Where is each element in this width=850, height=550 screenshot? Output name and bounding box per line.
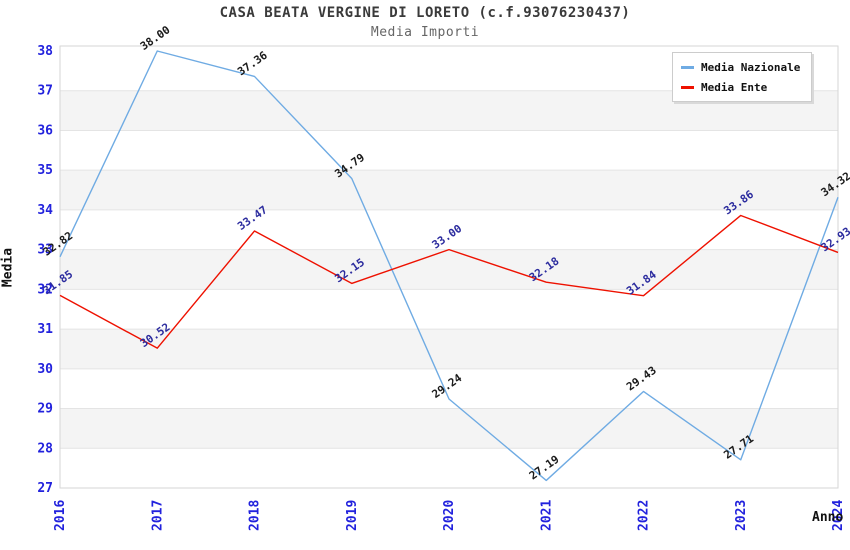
x-tick-label: 2016: [53, 500, 68, 531]
legend-item-media-nazionale: Media Nazionale: [681, 61, 811, 74]
media-ente-line-swatch-icon: [681, 85, 694, 89]
alt-band: [60, 329, 838, 369]
chart-title: CASA BEATA VERGINE DI LORETO (c.f.930762…: [219, 5, 631, 21]
legend-item-media-ente: Media Ente: [681, 81, 811, 94]
y-tick-label: 27: [37, 481, 53, 496]
y-tick-label: 34: [37, 203, 53, 218]
y-tick-label: 32: [37, 282, 53, 297]
y-axis-title: Media: [0, 247, 16, 288]
point-value-label: 38.00: [138, 23, 173, 53]
y-tick-label: 28: [37, 441, 53, 456]
chart-subtitle: Media Importi: [370, 25, 480, 40]
y-tick-label: 29: [37, 402, 53, 417]
y-tick-label: 30: [37, 362, 53, 377]
x-tick-label: 2022: [637, 500, 652, 531]
x-tick-label: 2018: [248, 500, 263, 531]
alt-band: [60, 249, 838, 290]
legend-label: Media Ente: [701, 80, 768, 94]
x-tick-label: 2017: [150, 500, 165, 531]
y-tick-label: 36: [37, 123, 53, 138]
y-tick-label: 31: [37, 322, 53, 337]
x-tick-label: 2019: [345, 500, 360, 531]
legend-label: Media Nazionale: [701, 60, 801, 74]
y-tick-label: 33: [37, 243, 53, 258]
y-tick-label: 35: [37, 163, 53, 178]
alt-band: [60, 170, 838, 210]
y-tick-label: 37: [37, 84, 53, 99]
x-tick-label: 2023: [734, 500, 749, 531]
x-tick-label: 2024: [831, 500, 846, 531]
y-tick-label: 38: [37, 44, 53, 59]
plot-border: [59, 45, 839, 489]
alt-band: [60, 408, 838, 449]
x-tick-label: 2021: [539, 500, 554, 531]
x-axis-title: Anno: [812, 510, 844, 525]
media-nazionale-line-swatch-icon: [681, 65, 694, 69]
point-value-label: 33.00: [430, 222, 465, 252]
point-value-label: 37.36: [235, 49, 270, 79]
x-tick-label: 2020: [442, 500, 457, 531]
series-line-media-nazionale: [59, 50, 839, 482]
legend: Media Nazionale Media Ente: [672, 52, 812, 102]
series-line-media-ente: [59, 214, 839, 349]
